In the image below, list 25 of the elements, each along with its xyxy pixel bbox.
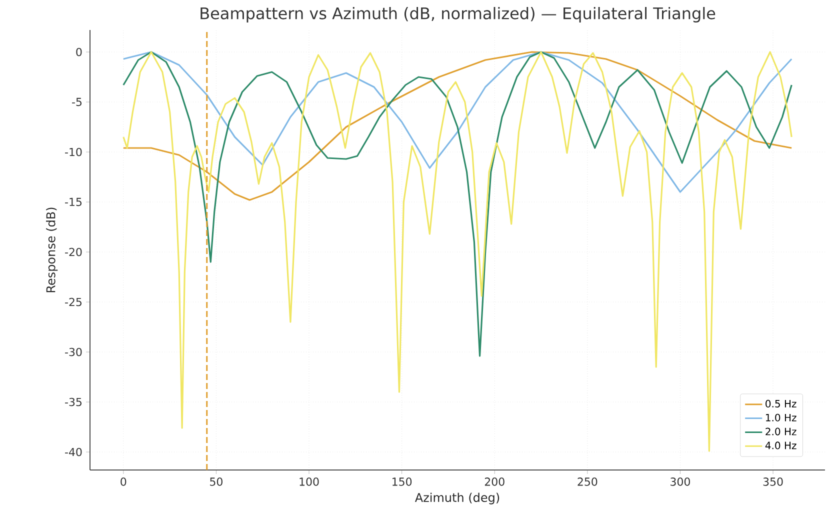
y-tick-label: -25 [65,298,82,306]
y-axis-title: Response (dB) [46,208,58,292]
y-tick-label: -40 [65,448,82,456]
y-tick-label: -30 [65,348,82,356]
y-tick-label: -20 [65,248,82,256]
legend-label: 2.0 Hz [766,428,796,436]
x-tick-label: 300 [670,478,690,486]
x-tick-label: 250 [578,478,598,486]
legend-label: 0.5 Hz [766,400,796,408]
x-tick-label: 100 [300,478,319,486]
x-tick-label: 150 [392,478,412,486]
x-tick-label: 350 [763,478,783,486]
x-tick-label: 0 [120,478,126,486]
y-tick-label: -15 [65,198,82,206]
y-tick-label: -35 [65,398,82,406]
legend-label: 4.0 Hz [765,442,796,450]
x-tick-label: 200 [484,478,504,486]
x-tick-label: 50 [210,478,222,486]
x-axis-title: Azimuth (deg) [414,492,500,504]
chart-title: Beampattern vs Azimuth (dB, normalized) — Equilateral Triangle [200,6,716,22]
line-series [122,51,792,357]
y-tick-label: -10 [65,148,82,156]
y-tick-label: 0 [76,48,82,56]
y-tick-label: -5 [72,98,82,106]
legend-label: 1.0 Hz [766,414,796,422]
